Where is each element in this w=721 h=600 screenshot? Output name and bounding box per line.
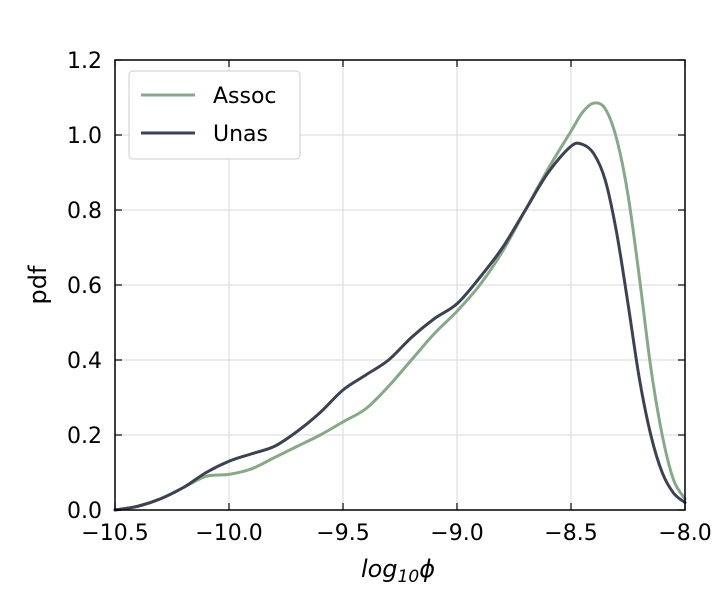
y-tick-label: 0.8 [67, 199, 102, 224]
legend-box [128, 70, 301, 160]
legend-label-assoc: Assoc [213, 84, 277, 109]
y-tick-label: 0.6 [67, 274, 102, 299]
x-tick-label: −9.0 [430, 521, 483, 546]
series-line-assoc [113, 101, 687, 512]
x-tick-label: −9.5 [316, 521, 369, 546]
y-tick-label: 1.0 [67, 124, 102, 149]
tick-labels: −10.5 −10.0 −9.5 −9.0 −8.5 −8.0 0.0 0.2 0.4 0.6 0.… [67, 49, 712, 546]
x-tick-label: −8.5 [544, 521, 597, 546]
y-tick-label: 0.2 [67, 424, 102, 449]
x-tick-label: −8.0 [658, 521, 711, 546]
x-tick-label: −10.0 [195, 521, 262, 546]
series-line-unas [113, 141, 687, 512]
x-axis-label-main: log [361, 555, 398, 583]
ticks [114, 59, 686, 511]
y-tick-label: 1.2 [67, 49, 102, 74]
y-tick-label: 0.4 [67, 349, 102, 374]
x-tick-label: −10.5 [81, 521, 148, 546]
y-tick-label: 0.0 [67, 499, 102, 524]
x-axis-label: log10ϕ [361, 555, 435, 587]
series-layer [113, 101, 687, 512]
x-axis-label-var: ϕ [419, 555, 435, 583]
y-axis-label: pdf [24, 265, 52, 304]
x-axis-label-sub: 10 [398, 567, 420, 587]
legend-label-unas: Unas [213, 122, 268, 147]
legend: Assoc Unas [128, 70, 301, 160]
